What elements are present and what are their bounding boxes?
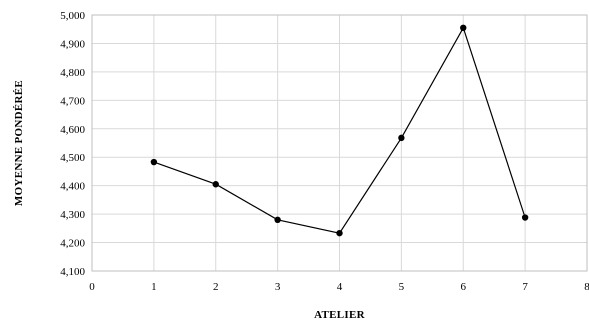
x-tick-label: 2 <box>213 281 219 293</box>
y-tick-label: 5,000 <box>60 10 85 22</box>
data-point <box>460 24 467 31</box>
x-tick-label: 5 <box>399 281 405 293</box>
y-axis-ticks: 4,100 4,200 4,300 4,400 4,500 4,600 4,700 4,800… <box>60 10 85 278</box>
y-tick-label: 4,800 <box>60 67 85 79</box>
y-tick-label: 4,300 <box>60 209 85 221</box>
y-tick-label: 4,400 <box>60 181 85 193</box>
x-tick-label: 7 <box>522 281 528 293</box>
y-tick-label: 4,200 <box>60 238 85 250</box>
data-point <box>150 158 158 166</box>
x-tick-label: 6 <box>461 281 467 293</box>
y-tick-label: 4,600 <box>60 124 85 136</box>
x-tick-label: 4 <box>337 281 343 293</box>
data-point <box>398 134 405 142</box>
y-tick-label: 4,100 <box>60 266 85 278</box>
x-axis-label: ATELIER <box>314 309 366 321</box>
data-point <box>212 181 219 188</box>
x-tick-label: 8 <box>584 281 589 293</box>
x-tick-label: 0 <box>89 281 95 293</box>
y-tick-label: 4,500 <box>60 152 85 164</box>
y-tick-label: 4,700 <box>60 95 85 107</box>
x-axis-ticks: 0 1 2 3 4 5 6 7 8 <box>89 281 589 293</box>
series <box>150 24 529 237</box>
y-tick-label: 4,900 <box>60 38 85 50</box>
data-point <box>274 216 281 223</box>
data-point <box>336 229 343 237</box>
y-axis-label: MOYENNE PONDÉRÉE <box>13 80 25 206</box>
x-tick-label: 1 <box>151 281 157 293</box>
data-point <box>521 214 529 221</box>
x-tick-label: 3 <box>275 281 281 293</box>
plot-frame <box>91 14 588 272</box>
